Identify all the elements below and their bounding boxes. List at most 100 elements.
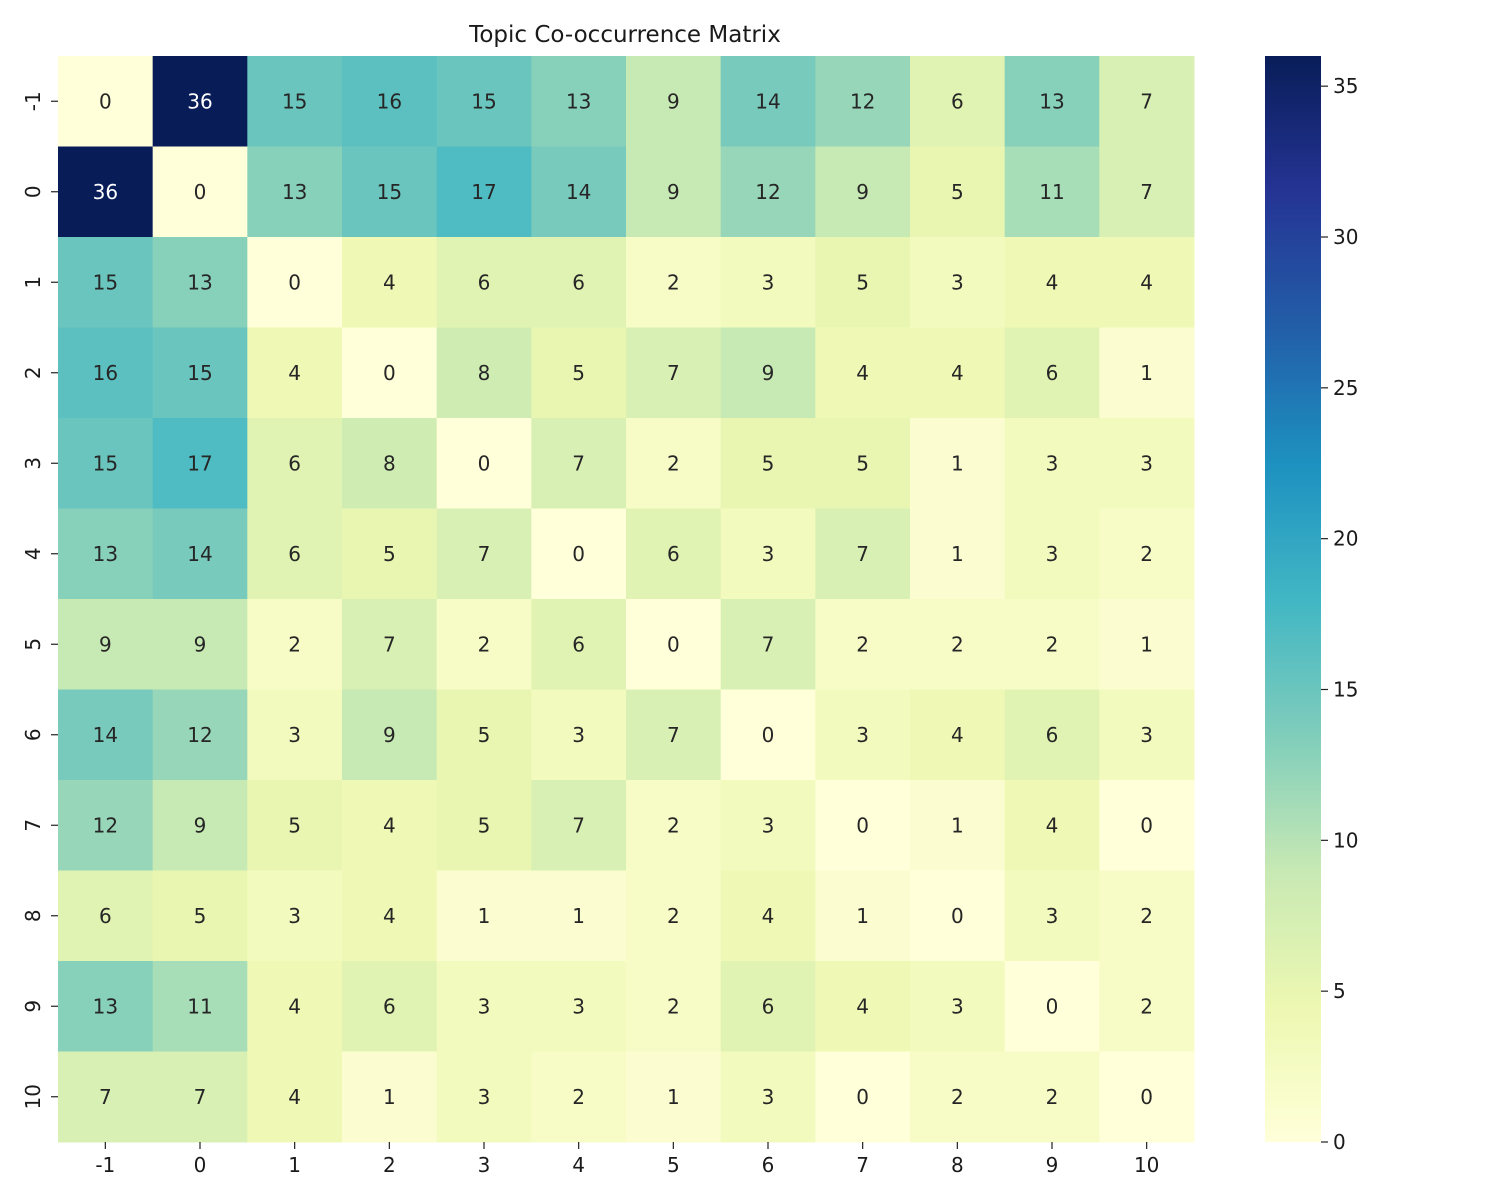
heatmap-cell <box>1099 689 1195 781</box>
heatmap-cell <box>1004 870 1100 962</box>
x-tick-label: 10 <box>1134 1153 1159 1177</box>
heatmap-cell <box>910 1051 1006 1143</box>
x-axis: -1 0 1 2 3 4 5 6 7 8 9 10 <box>95 1142 1159 1177</box>
heatmap-cell <box>342 1051 438 1143</box>
heatmap-cell <box>720 961 816 1052</box>
cell-value-label: 9 <box>762 361 775 385</box>
cell-value-label: 3 <box>856 723 869 747</box>
cell-value-label: 1 <box>951 451 964 475</box>
heatmap-cell <box>152 689 248 781</box>
heatmap-cell <box>720 599 816 690</box>
heatmap-cell <box>152 146 248 238</box>
cell-value-label: 6 <box>1046 361 1059 385</box>
x-tick-label: -1 <box>95 1153 115 1177</box>
heatmap-cell <box>436 780 532 871</box>
cell-value-label: 2 <box>856 632 869 656</box>
heatmap-cell <box>58 689 154 781</box>
x-tick-label: 4 <box>572 1153 585 1177</box>
x-tick-label: 6 <box>762 1153 775 1177</box>
heatmap-cell <box>626 870 722 962</box>
heatmap-cell <box>1099 508 1195 600</box>
cell-value-label: 7 <box>667 723 680 747</box>
cell-value-label: 2 <box>951 1085 964 1109</box>
cell-value-label: 4 <box>1046 813 1059 837</box>
cell-value-label: 1 <box>1140 632 1153 656</box>
cell-value-label: 1 <box>951 813 964 837</box>
heatmap-cell <box>58 237 154 328</box>
cell-value-label: 5 <box>951 180 964 204</box>
cell-value-label: 14 <box>566 180 591 204</box>
cell-value-label: 1 <box>383 1085 396 1109</box>
y-axis: -1 0 1 2 3 4 5 6 7 8 9 10 <box>21 91 58 1109</box>
heatmap-cell <box>1099 780 1195 871</box>
heatmap-cell <box>626 237 722 328</box>
cell-value-label: 16 <box>377 89 402 113</box>
heatmap-cell <box>1004 961 1100 1052</box>
cell-value-label: 15 <box>282 89 307 113</box>
heatmap-cell <box>626 56 722 147</box>
cell-value-label: 6 <box>478 270 491 294</box>
heatmap-cell <box>720 237 816 328</box>
cell-value-label: 7 <box>572 813 585 837</box>
heatmap-cell <box>342 327 438 419</box>
heatmap-cell <box>910 780 1006 871</box>
heatmap-cell <box>436 56 532 147</box>
cell-value-label: 7 <box>762 632 775 656</box>
heatmap-cell <box>58 508 154 600</box>
heatmap-cell <box>720 146 816 238</box>
cell-value-label: 4 <box>951 361 964 385</box>
heatmap-cell <box>58 870 154 962</box>
cell-value-label: 13 <box>93 542 118 566</box>
heatmap-cell <box>58 780 154 871</box>
cell-value-label: 4 <box>383 904 396 928</box>
heatmap-cell <box>58 1051 154 1143</box>
cell-value-label: 15 <box>93 270 118 294</box>
cell-value-label: 6 <box>1046 723 1059 747</box>
cell-value-label: 0 <box>194 180 207 204</box>
heatmap-cell <box>342 508 438 600</box>
heatmap-cell <box>436 689 532 781</box>
heatmap-cell <box>342 961 438 1052</box>
cell-value-label: 36 <box>187 89 212 113</box>
heatmap-cell <box>1099 599 1195 690</box>
heatmap-cell <box>815 418 911 509</box>
heatmap-cell <box>720 418 816 509</box>
cell-value-label: 17 <box>187 451 212 475</box>
x-tick-label: 8 <box>951 1153 964 1177</box>
y-tick-label: 5 <box>21 638 45 651</box>
heatmap-cell <box>58 599 154 690</box>
heatmap-cell <box>531 508 627 600</box>
cell-value-label: 14 <box>187 542 212 566</box>
cell-value-label: 5 <box>478 813 491 837</box>
cell-value-label: 2 <box>1046 1085 1059 1109</box>
cell-value-label: 5 <box>856 270 869 294</box>
cell-value-label: 14 <box>93 723 118 747</box>
heatmap-cell <box>626 961 722 1052</box>
cell-value-label: 7 <box>478 542 491 566</box>
cell-value-label: 9 <box>194 632 207 656</box>
heatmap-cell <box>910 146 1006 238</box>
cell-value-label: 13 <box>1039 89 1064 113</box>
heatmap-cell <box>342 56 438 147</box>
heatmap-cell <box>815 870 911 962</box>
heatmap-cell <box>436 327 532 419</box>
cell-value-label: 3 <box>572 723 585 747</box>
cell-value-label: 3 <box>951 994 964 1018</box>
cell-value-label: 4 <box>1046 270 1059 294</box>
cell-value-label: 2 <box>288 632 301 656</box>
cell-value-label: 3 <box>1140 723 1153 747</box>
heatmap-cell <box>247 961 343 1052</box>
cell-value-label: 7 <box>572 451 585 475</box>
cell-value-label: 1 <box>1140 361 1153 385</box>
cell-value-label: 0 <box>762 723 775 747</box>
cell-value-label: 3 <box>762 813 775 837</box>
heatmap-cell <box>1004 508 1100 600</box>
colorbar-tick-label: 35 <box>1333 74 1358 98</box>
heatmap-cell <box>247 689 343 781</box>
heatmap-cell <box>531 1051 627 1143</box>
heatmap-cell <box>1004 327 1100 419</box>
cell-value-label: 1 <box>572 904 585 928</box>
heatmap-cell <box>815 56 911 147</box>
